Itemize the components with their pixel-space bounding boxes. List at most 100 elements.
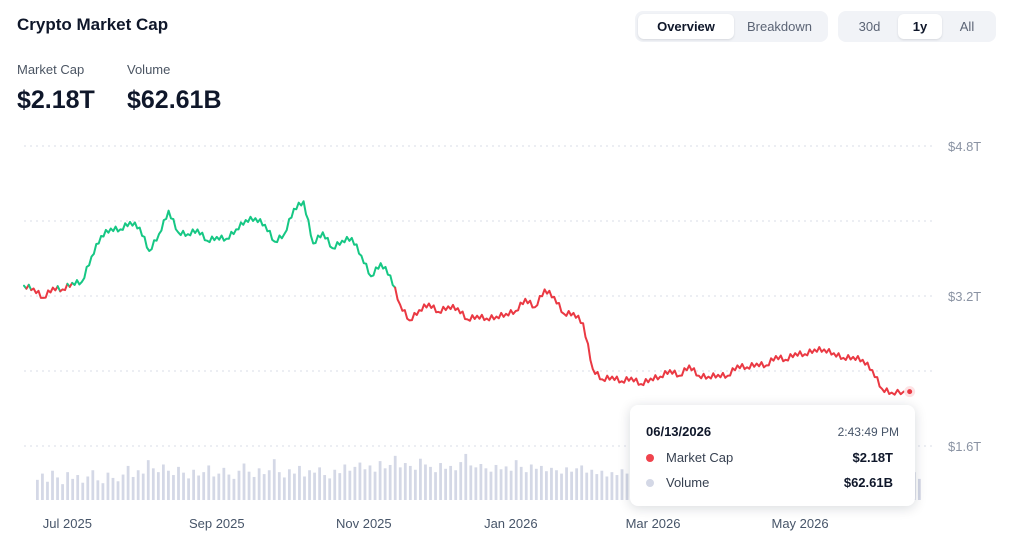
volume-bar (575, 468, 579, 500)
tooltip-market-cap-label: Market Cap (666, 450, 734, 465)
volume-bar (388, 464, 392, 500)
x-tick-label: Sep 2025 (189, 516, 245, 531)
volume-bar (348, 470, 352, 500)
tooltip-time: 2:43:49 PM (837, 425, 899, 439)
volume-bar (413, 469, 417, 500)
volume-bar (121, 474, 125, 500)
volume-bar (177, 466, 180, 500)
volume-bar (595, 474, 599, 500)
volume-bar (247, 471, 251, 500)
volume-bar (519, 466, 523, 500)
volume-bar (363, 469, 367, 500)
volume-bar (61, 484, 64, 500)
volume-bar (424, 464, 427, 500)
volume-bar (917, 478, 921, 500)
tooltip-date: 06/13/2026 (646, 424, 712, 439)
volume-dot-icon (646, 479, 654, 487)
volume-bar (333, 469, 337, 500)
volume-bar (91, 470, 95, 500)
volume-bar (56, 477, 59, 500)
volume-bar (46, 481, 49, 500)
market-cap-label: Market Cap (17, 62, 85, 77)
volume-bar (116, 481, 120, 500)
volume-bar (81, 482, 85, 500)
volume-bar (590, 469, 594, 500)
volume-bar (565, 467, 568, 500)
volume-bar (202, 472, 206, 500)
volume-bar (439, 463, 442, 500)
volume-bar (282, 477, 286, 500)
volume-bar (207, 465, 211, 500)
range-30d[interactable]: 30d (858, 19, 881, 34)
volume-bar (237, 470, 241, 500)
volume-bar (550, 467, 553, 500)
y-tick-label: $4.8T (948, 139, 981, 154)
volume-bar (257, 468, 261, 500)
tab-breakdown[interactable]: Breakdown (746, 19, 813, 34)
volume-bar (545, 471, 548, 500)
volume-bar (227, 474, 231, 500)
volume-bar (303, 476, 306, 500)
tooltip-row-market-cap: Market Cap $2.18T (646, 449, 893, 467)
volume-bar (323, 475, 327, 500)
range-toggle: 30d 1y All (838, 11, 996, 42)
page-title: Crypto Market Cap (17, 15, 169, 34)
market-cap-dot-icon (646, 454, 654, 462)
volume-bar (479, 464, 483, 500)
market-cap-line-down (30, 285, 59, 299)
view-toggle: Overview Breakdown (635, 11, 828, 42)
volume-bar (187, 478, 190, 500)
range-all[interactable]: All (959, 19, 975, 34)
volume-bar (141, 473, 145, 500)
volume-bar (600, 470, 604, 500)
tooltip-volume-value: $62.61B (843, 475, 893, 490)
volume-bar (212, 476, 216, 500)
volume-bar (86, 476, 90, 500)
volume-bar (434, 472, 437, 500)
volume-bar (298, 465, 301, 500)
volume-bar (131, 476, 135, 500)
volume-bar (615, 475, 619, 500)
volume-bar (111, 477, 115, 500)
volume-bar (358, 462, 362, 500)
volume-bar (449, 465, 453, 500)
volume-bar (454, 470, 458, 500)
market-cap-line-down (394, 286, 905, 396)
volume-bar (509, 470, 513, 500)
volume-bar (368, 465, 372, 500)
market-cap-value: $2.18T (17, 86, 95, 114)
volume-bar (51, 470, 54, 500)
volume-bar (524, 472, 528, 500)
volume-bar (328, 478, 332, 500)
volume-bar (71, 478, 75, 500)
market-cap-line-up (71, 200, 397, 289)
volume-bar (222, 467, 226, 500)
volume-bar (534, 468, 538, 500)
volume-bar (489, 471, 493, 500)
volume-bar (459, 462, 463, 500)
volume-bar (36, 479, 39, 500)
volume-bar (464, 453, 468, 500)
volume-bar (232, 478, 236, 500)
volume-bar (343, 464, 347, 500)
volume-bar (76, 475, 80, 500)
volume-bar (403, 463, 407, 500)
volume-bar (172, 475, 175, 500)
tooltip-market-cap-value: $2.18T (852, 450, 893, 465)
highlight-point (904, 386, 916, 398)
volume-bar (585, 472, 589, 500)
volume-bar (429, 466, 432, 500)
volume-bar (192, 469, 196, 500)
range-1y[interactable]: 1y (898, 14, 942, 39)
volume-label: Volume (127, 62, 171, 77)
volume-bar (293, 473, 296, 500)
volume-bar (580, 465, 584, 500)
tooltip-row-volume: Volume $62.61B (646, 474, 893, 492)
volume-bar (625, 473, 629, 500)
x-tick-label: May 2026 (771, 516, 828, 531)
volume-bar (136, 470, 140, 500)
volume-bar (41, 473, 44, 500)
tab-overview[interactable]: Overview (638, 14, 734, 39)
volume-bar (378, 461, 382, 500)
volume-value: $62.61B (127, 86, 222, 114)
